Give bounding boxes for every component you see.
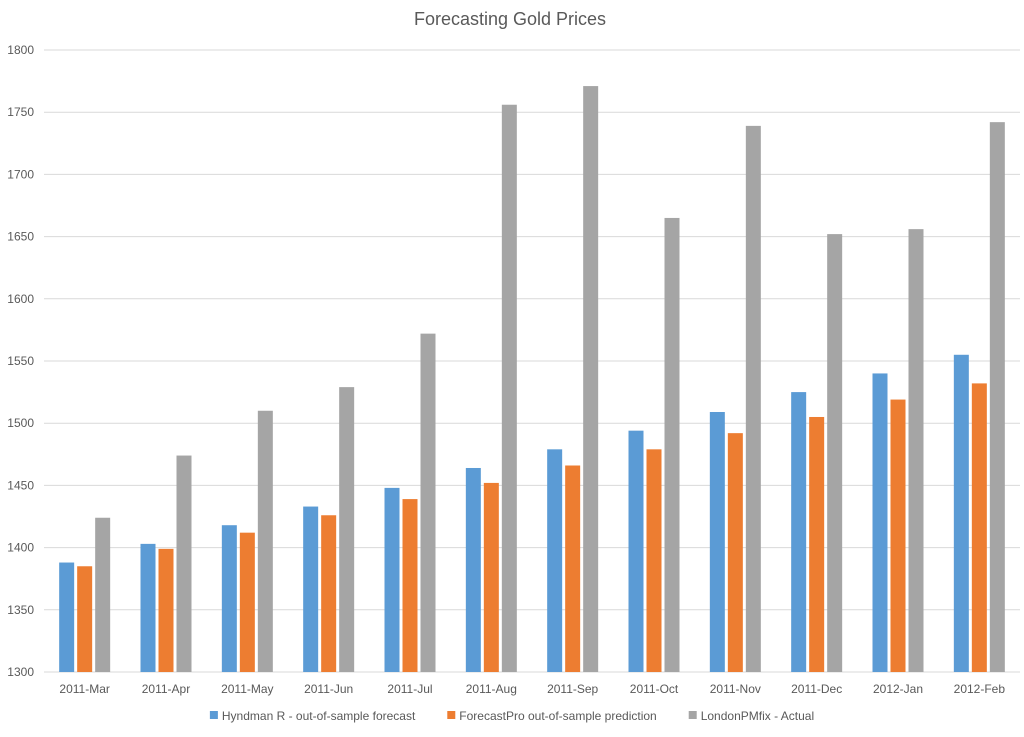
bar-forecastpro-2011-jun (321, 515, 337, 672)
x-tick-label: 2011-Dec (791, 682, 842, 696)
x-tick-label: 2011-Oct (630, 682, 679, 696)
bar-hyndman-2011-mar (59, 562, 75, 672)
bar-actual-2011-aug (501, 104, 517, 672)
bar-actual-2011-sep (583, 86, 599, 673)
legend-item: ForecastPro out-of-sample prediction (447, 709, 657, 723)
bar-actual-2011-nov (745, 125, 761, 672)
x-tick-label: 2011-Aug (466, 682, 517, 696)
legend-item: Hyndman R - out-of-sample forecast (209, 709, 416, 723)
legend-swatch (688, 711, 697, 719)
legend-swatch (209, 711, 218, 719)
chart-title: Forecasting Gold Prices (414, 9, 606, 29)
bar-hyndman-2011-sep (547, 449, 563, 672)
bar-forecastpro-2011-oct (646, 449, 662, 672)
x-tick-label: 2011-Sep (547, 682, 598, 696)
y-tick-label: 1300 (7, 665, 34, 679)
y-axis-tick-labels: 1300 1350 1400 1450 1500 1550 1600 1650 1700 1750… (7, 43, 34, 679)
y-tick-label: 1450 (7, 478, 34, 492)
bar-forecastpro-2011-aug (483, 482, 499, 672)
bar-forecastpro-2011-nov (727, 433, 743, 672)
y-tick-label: 1800 (7, 43, 34, 57)
x-tick-label: 2012-Feb (954, 682, 1006, 696)
bar-actual-2012-feb (989, 122, 1005, 673)
bar-hyndman-2011-apr (140, 543, 156, 672)
bar-forecastpro-2011-jul (402, 499, 418, 672)
bar-actual-2011-may (257, 410, 273, 672)
bar-actual-2011-jul (420, 333, 436, 672)
legend-label: LondonPMfix - Actual (701, 709, 814, 723)
x-tick-label: 2011-Jul (387, 682, 432, 696)
y-tick-label: 1700 (7, 167, 34, 181)
bar-actual-2012-jan (908, 229, 924, 673)
x-tick-label: 2011-Mar (59, 682, 109, 696)
bar-forecastpro-2011-dec (809, 416, 825, 672)
bar-forecastpro-2011-apr (158, 548, 174, 672)
bar-actual-2011-apr (176, 455, 192, 672)
legend-label: Hyndman R - out-of-sample forecast (222, 709, 416, 723)
bar-actual-2011-oct (664, 217, 680, 672)
x-tick-label: 2011-Jun (304, 682, 353, 696)
bars (59, 86, 1005, 673)
bar-hyndman-2012-feb (953, 354, 969, 672)
bar-forecastpro-2012-jan (890, 399, 906, 672)
bar-forecastpro-2012-feb (971, 383, 987, 672)
y-tick-label: 1750 (7, 105, 34, 119)
y-tick-label: 1500 (7, 416, 34, 430)
bar-hyndman-2011-jul (384, 487, 400, 672)
y-tick-label: 1600 (7, 292, 34, 306)
bar-forecastpro-2011-mar (77, 566, 93, 672)
bar-actual-2011-dec (827, 234, 843, 672)
bar-forecastpro-2011-sep (565, 465, 581, 672)
y-tick-label: 1400 (7, 541, 34, 555)
x-tick-label: 2011-Apr (142, 682, 190, 696)
bar-actual-2011-mar (95, 517, 111, 672)
x-axis-tick-labels: 2011-Mar 2011-Apr 2011-May 2011-Jun 2011-Jul… (59, 682, 1005, 696)
y-tick-label: 1550 (7, 354, 34, 368)
bar-hyndman-2011-jun (303, 506, 319, 672)
legend-label: ForecastPro out-of-sample prediction (459, 709, 656, 723)
y-tick-label: 1350 (7, 603, 34, 617)
bar-forecastpro-2011-may (239, 532, 255, 672)
bar-hyndman-2012-jan (872, 373, 888, 672)
bar-hyndman-2011-oct (628, 430, 644, 672)
bar-hyndman-2011-may (221, 525, 237, 672)
legend: Hyndman R - out-of-sample forecast Foreca… (209, 709, 814, 723)
gridlines (44, 49, 1020, 673)
x-tick-label: 2011-Nov (710, 682, 761, 696)
legend-item: LondonPMfix - Actual (688, 709, 814, 723)
x-tick-label: 2012-Jan (873, 682, 923, 696)
bar-actual-2011-jun (339, 387, 355, 672)
bar-hyndman-2011-dec (791, 392, 807, 672)
y-tick-label: 1650 (7, 230, 34, 244)
bar-hyndman-2011-aug (465, 467, 481, 672)
bar-hyndman-2011-nov (709, 412, 725, 672)
x-tick-label: 2011-May (221, 682, 273, 696)
legend-swatch (447, 711, 456, 719)
